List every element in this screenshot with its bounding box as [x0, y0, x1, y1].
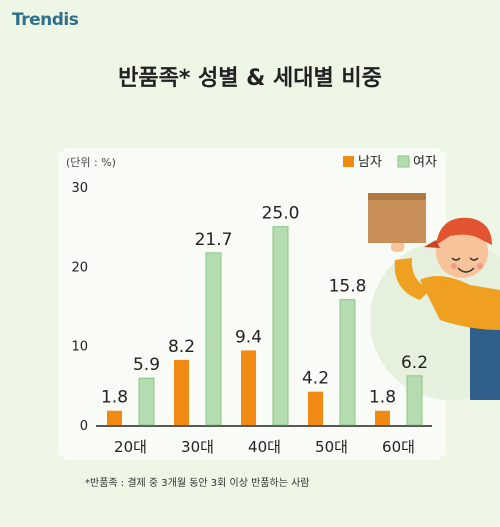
y-tick-label: 10	[71, 340, 88, 355]
data-label: 1.8	[369, 388, 396, 408]
legend-label: 남자	[358, 155, 382, 170]
bar-male	[107, 410, 122, 425]
x-tick-label: 30대	[181, 438, 214, 456]
brand-logo: Trendis	[12, 10, 79, 30]
data-label: 6.2	[401, 353, 428, 373]
data-label: 1.8	[101, 388, 128, 408]
y-tick-label: 20	[71, 260, 88, 275]
x-tick-label: 60대	[382, 438, 415, 456]
y-tick-label: 0	[80, 419, 88, 434]
data-label: 9.4	[235, 327, 262, 347]
x-tick-label: 40대	[248, 438, 281, 456]
data-label: 21.7	[195, 230, 233, 250]
unit-label: (단위 : %)	[66, 156, 116, 169]
bar-female	[339, 299, 356, 426]
x-tick-label: 20대	[114, 438, 147, 456]
chart-title: 반품족* 성별 & 세대별 비중	[118, 66, 382, 91]
data-label: 25.0	[262, 204, 300, 224]
bar-male	[174, 359, 189, 425]
bar-female	[138, 377, 155, 426]
data-label: 15.8	[329, 277, 367, 297]
legend-label: 여자	[413, 155, 437, 170]
bar-male	[375, 410, 390, 425]
y-tick-label: 30	[71, 181, 88, 196]
footnote: *반품족 : 결제 중 3개월 동안 3회 이상 반품하는 사람	[85, 478, 310, 489]
bar-male	[241, 350, 256, 425]
data-label: 8.2	[168, 337, 195, 357]
bar-female	[406, 375, 423, 426]
data-label: 4.2	[302, 369, 329, 389]
legend-swatch	[397, 155, 410, 168]
bar-male	[308, 391, 323, 425]
delivery-person-illustration	[368, 193, 500, 400]
x-tick-label: 50대	[315, 438, 348, 456]
bar-female	[205, 252, 222, 426]
bar-female	[272, 226, 289, 426]
legend-swatch	[343, 156, 354, 167]
data-label: 5.9	[133, 355, 160, 375]
